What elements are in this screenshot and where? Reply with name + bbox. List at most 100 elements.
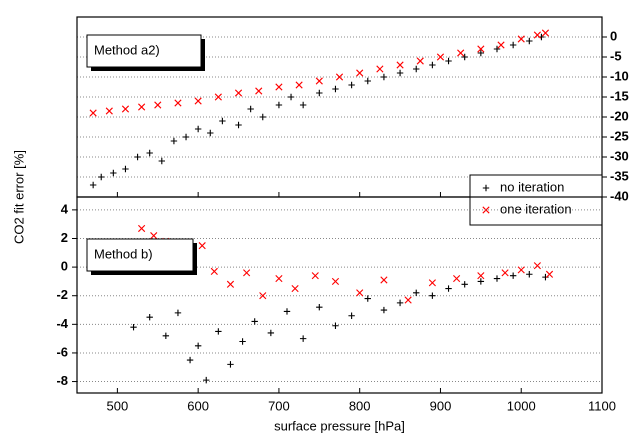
annotation: Method b) [94, 246, 153, 261]
marker [380, 276, 388, 284]
marker [122, 165, 129, 173]
x-tick-label: 1100 [588, 398, 616, 413]
marker [158, 157, 166, 165]
y-tick-label: 4 [61, 201, 69, 216]
marker [267, 329, 275, 337]
marker [416, 57, 424, 65]
y2-tick-label: -25 [610, 128, 629, 143]
marker [477, 278, 485, 285]
annotation: Method a2) [94, 42, 160, 57]
x-tick-label: 1000 [507, 398, 536, 413]
marker [259, 113, 266, 121]
marker [533, 31, 541, 39]
marker [332, 85, 339, 93]
marker [517, 266, 525, 274]
x-tick-label: 800 [349, 398, 371, 413]
marker [428, 279, 436, 287]
marker [174, 99, 182, 107]
y-axis-label: CO2 fit error [%] [11, 150, 26, 244]
marker [477, 272, 485, 280]
marker [234, 89, 243, 97]
marker [356, 69, 364, 77]
marker [186, 356, 194, 364]
marker [219, 117, 226, 125]
x-tick-label: 500 [107, 398, 129, 413]
marker [348, 81, 355, 89]
marker [130, 323, 137, 331]
marker [461, 281, 468, 288]
marker [174, 309, 182, 317]
marker [146, 313, 153, 321]
y2-tick-label: -30 [610, 148, 629, 163]
marker [291, 284, 299, 293]
marker [396, 69, 404, 77]
x-tick-label: 600 [187, 398, 209, 413]
y-tick-label: -2 [56, 287, 68, 302]
marker [275, 274, 283, 283]
marker [134, 153, 141, 161]
y-tick-label: 2 [61, 230, 68, 245]
marker [380, 306, 388, 314]
plot-frame [76, 196, 603, 394]
marker [150, 232, 158, 240]
y2-tick-label: -15 [610, 88, 629, 103]
y2-tick-label: -40 [610, 188, 629, 203]
marker [226, 280, 235, 288]
legend-label: no iteration [500, 179, 564, 194]
annotation-box [86, 34, 202, 68]
marker [429, 292, 436, 299]
marker [162, 332, 170, 339]
marker [89, 181, 97, 189]
x-tick-label: 900 [430, 398, 452, 413]
marker [194, 342, 202, 349]
marker [215, 328, 222, 335]
marker [542, 273, 549, 281]
y2-tick-label: -35 [610, 168, 629, 183]
marker [497, 41, 505, 49]
marker [493, 45, 501, 53]
marker [194, 125, 202, 133]
marker [214, 93, 222, 101]
marker [207, 129, 214, 137]
marker [509, 272, 517, 279]
marker [283, 308, 291, 315]
marker [477, 45, 485, 53]
marker [275, 83, 283, 91]
marker [295, 81, 303, 89]
marker [501, 269, 509, 277]
marker [311, 272, 319, 280]
marker [315, 77, 323, 85]
marker [105, 107, 113, 115]
y-tick-label: -8 [56, 373, 68, 388]
y2-tick-label: -20 [610, 108, 629, 123]
marker [526, 37, 533, 45]
marker [453, 274, 461, 283]
marker [275, 101, 283, 109]
marker [364, 77, 371, 85]
annotation-box [86, 238, 194, 272]
marker [227, 361, 234, 368]
y-tick-label: -4 [56, 316, 68, 331]
marker [243, 269, 251, 277]
legend-label: one iteration [500, 201, 572, 216]
y-tick-label: 0 [61, 259, 68, 274]
legend-box [469, 174, 603, 226]
marker [404, 296, 412, 304]
marker [316, 303, 323, 311]
marker [396, 299, 404, 307]
marker [138, 103, 146, 111]
marker [247, 105, 254, 113]
marker [182, 133, 190, 141]
marker [138, 224, 146, 233]
marker [545, 270, 554, 278]
y-tick-label: -6 [56, 344, 68, 359]
marker [235, 121, 242, 129]
marker [413, 65, 420, 73]
y2-tick-label: -10 [610, 68, 629, 83]
marker [396, 61, 404, 69]
marker [170, 137, 178, 145]
marker [259, 292, 267, 300]
marker [89, 109, 97, 117]
marker [533, 262, 541, 270]
